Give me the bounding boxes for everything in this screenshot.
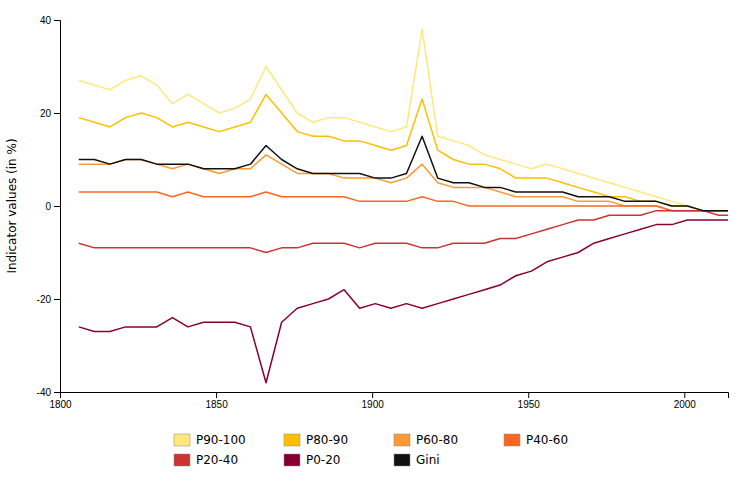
x-tick-label: 1950 (518, 399, 541, 410)
y-tick-label: 40 (40, 15, 52, 26)
x-tick-label: 1800 (49, 399, 72, 410)
series-line (79, 155, 728, 211)
x-axis-line (61, 393, 729, 399)
legend-label: P60-80 (416, 433, 458, 447)
y-tick: 20 (40, 108, 60, 119)
legend-item: P80-90 (284, 433, 348, 447)
y-tick-mark (54, 20, 60, 21)
legend-item: P20-40 (174, 453, 238, 467)
y-tick: 0 (45, 201, 60, 212)
series-line (79, 29, 728, 210)
y-axis-title: Indicator values (in %) (5, 138, 19, 273)
x-tick-mark (684, 392, 685, 398)
lines (79, 29, 728, 382)
legend-item: P0-20 (284, 453, 340, 467)
y-tick-label: -40 (37, 387, 52, 398)
legend-item: P40-60 (504, 433, 568, 447)
y-axis: -40 -20 0 20 40 (37, 15, 61, 398)
legend: P90-100 P80-90 P60-80 P40-60 P20-40 P0-20 Gini (174, 433, 568, 467)
x-tick: 1900 (362, 392, 385, 410)
y-axis-line (54, 21, 61, 393)
legend-label: P80-90 (306, 433, 348, 447)
series-line (79, 220, 728, 383)
y-tick-label: -20 (37, 294, 52, 305)
legend-item: P90-100 (174, 433, 246, 447)
x-tick-mark (216, 392, 217, 398)
x-axis: 1800 1850 1900 1950 2000 (49, 392, 728, 410)
plot-area: 1800 1850 1900 1950 2000 -40 -20 0 20 40 Indicator… (5, 15, 729, 410)
x-tick: 1850 (205, 392, 228, 410)
y-tick: 40 (40, 15, 60, 26)
legend-swatch (504, 434, 520, 446)
legend-label: P40-60 (526, 433, 568, 447)
legend-label: P0-20 (306, 453, 340, 467)
legend-item: P60-80 (394, 433, 458, 447)
y-tick: -20 (37, 294, 60, 305)
x-tick-label: 1900 (362, 399, 385, 410)
x-tick-label: 1850 (205, 399, 228, 410)
legend-swatch (174, 434, 190, 446)
legend-label: P20-40 (196, 453, 238, 467)
legend-swatch (284, 454, 300, 466)
x-tick-mark (528, 392, 529, 398)
legend-label: Gini (416, 453, 440, 467)
legend-swatch (284, 434, 300, 446)
legend-swatch (394, 434, 410, 446)
legend-label: P90-100 (196, 433, 246, 447)
x-tick-mark (372, 392, 373, 398)
y-tick-mark (54, 392, 60, 393)
series-line (79, 94, 728, 210)
x-tick-label: 2000 (674, 399, 697, 410)
y-tick: -40 (37, 387, 60, 398)
y-tick-mark (54, 113, 60, 114)
x-tick: 1950 (518, 392, 541, 410)
y-tick-mark (54, 299, 60, 300)
legend-swatch (394, 454, 410, 466)
y-tick-mark (54, 206, 60, 207)
chart: 1800 1850 1900 1950 2000 -40 -20 0 20 40 Indicator… (0, 0, 752, 492)
legend-item: Gini (394, 453, 440, 467)
y-tick-label: 0 (45, 201, 51, 212)
x-tick: 2000 (674, 392, 697, 410)
y-tick-label: 20 (40, 108, 52, 119)
x-tick: 1800 (49, 392, 72, 410)
series-line (79, 136, 728, 210)
legend-swatch (174, 454, 190, 466)
